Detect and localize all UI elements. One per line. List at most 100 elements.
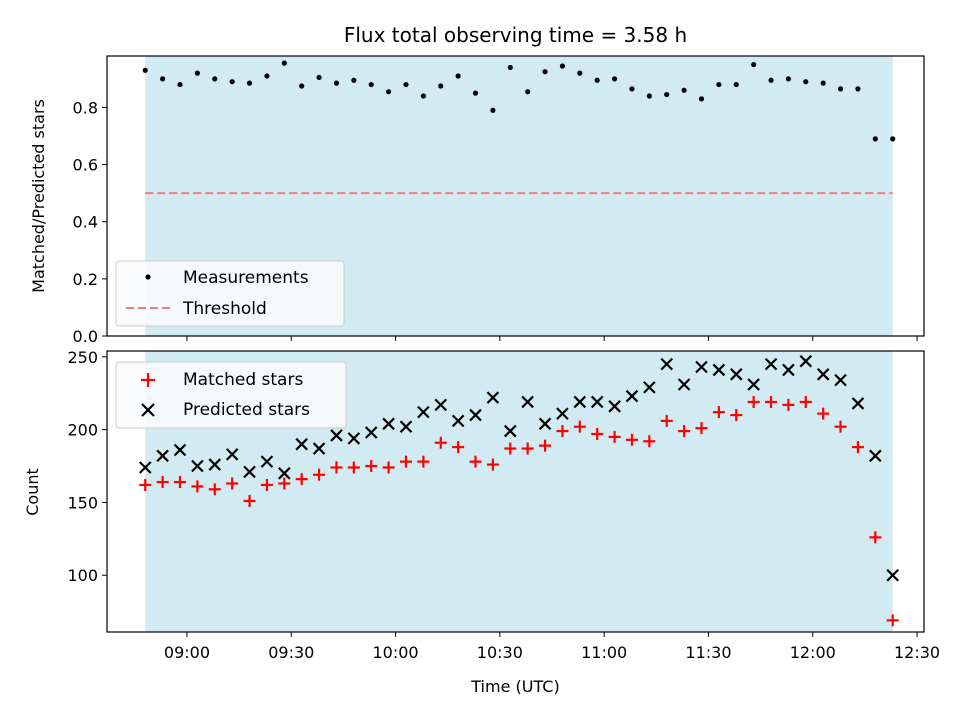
matched-star-point <box>556 425 569 438</box>
measurement-point <box>368 81 374 88</box>
chart-title: Flux total observing time = 3.58 h <box>344 23 687 47</box>
matched-star-point <box>730 409 743 422</box>
matched-star-point <box>851 441 864 454</box>
predicted-star-point <box>643 381 656 394</box>
measurement-point <box>577 70 583 76</box>
x-tick-label: 10:30 <box>477 643 523 662</box>
predicted-star-point <box>208 458 222 471</box>
measurement-point <box>542 69 548 75</box>
predicted-star-point <box>138 461 152 474</box>
predicted-star-point <box>278 467 291 480</box>
measurement-point <box>559 63 566 69</box>
measurement-point <box>872 136 878 142</box>
measurement-point <box>594 77 600 83</box>
matched-star-point <box>191 480 204 493</box>
predicted-star-point <box>556 407 569 420</box>
matched-star-point <box>573 420 586 433</box>
bottom-y-axis-label: Count <box>23 468 42 516</box>
predicted-star-point <box>538 417 552 431</box>
measurement-point <box>733 81 739 88</box>
measurement-point <box>212 76 218 82</box>
bottom-legend: Matched stars Predicted stars <box>115 361 347 429</box>
top-plot-frame <box>106 55 925 337</box>
legend-threshold-label: Threshold <box>182 299 267 319</box>
x-axis-label: Time (UTC) <box>470 677 559 696</box>
legend-matched-marker <box>141 373 155 387</box>
top-x-ticks <box>186 336 918 341</box>
legend-predicted-label: Predicted stars <box>183 400 310 420</box>
x-tick-label: 09:30 <box>268 643 314 662</box>
predicted-star-point <box>677 378 691 391</box>
predicted-star-point <box>747 378 760 391</box>
top-y-axis-label: Matched/Predicted stars <box>29 99 48 293</box>
top-y-ticks: 0.0 0.2 0.4 0.6 0.8 <box>73 98 107 346</box>
predicted-star-point <box>417 405 430 419</box>
measurement-point <box>229 79 235 85</box>
measurement-point <box>333 80 340 86</box>
measurement-point <box>160 76 166 82</box>
top-legend-box <box>115 260 345 327</box>
measurement-point <box>281 60 287 66</box>
predicted-star-point <box>364 426 378 439</box>
measurement-point <box>194 70 200 76</box>
measurement-point <box>438 83 444 89</box>
predicted-star-point <box>382 417 395 431</box>
measurement-point <box>855 86 861 92</box>
bottom-matched-points <box>139 395 899 627</box>
measurement-point <box>611 76 618 82</box>
measurement-point <box>403 81 409 88</box>
x-tick-label: 12:30 <box>894 643 940 662</box>
predicted-star-point <box>573 395 587 409</box>
predicted-star-point <box>260 455 274 468</box>
matched-star-point <box>834 420 847 433</box>
predicted-star-point <box>869 449 882 463</box>
bottom-y-tick-label: 150 <box>67 493 98 512</box>
matched-star-point <box>260 478 273 491</box>
bottom-x-ticks: 09:00 09:30 10:00 10:30 11:00 11:30 12:00 12:30 <box>164 632 940 662</box>
measurement-point <box>646 93 652 99</box>
predicted-star-point <box>521 395 534 409</box>
matched-star-point <box>174 476 187 489</box>
matched-star-point <box>608 430 621 443</box>
matched-star-point <box>539 439 552 452</box>
matched-star-point <box>504 442 517 455</box>
x-tick-label: 10:00 <box>373 643 419 662</box>
predicted-star-point <box>434 398 448 412</box>
legend-measurements-marker <box>145 274 151 280</box>
predicted-star-point <box>660 357 674 371</box>
predicted-star-point <box>712 363 726 377</box>
bottom-legend-box <box>115 361 347 429</box>
predicted-star-point <box>504 424 517 438</box>
matched-star-point <box>226 477 239 490</box>
top-y-tick-label: 0.6 <box>73 156 98 175</box>
bottom-predicted-points <box>138 354 899 582</box>
matched-star-point <box>417 455 430 468</box>
predicted-star-point <box>156 449 169 463</box>
matched-star-point <box>208 483 221 496</box>
measurement-point <box>890 136 896 142</box>
matched-star-point <box>765 395 778 408</box>
predicted-star-point <box>886 568 899 582</box>
top-legend: Measurements Threshold <box>115 260 345 327</box>
measurement-point <box>264 73 270 79</box>
matched-star-point <box>330 461 343 474</box>
matched-star-point <box>278 477 291 490</box>
predicted-star-point <box>590 395 604 409</box>
predicted-star-point <box>851 397 865 410</box>
predicted-star-point <box>191 459 204 473</box>
measurement-point <box>785 76 792 82</box>
predicted-star-point <box>486 391 500 404</box>
matched-star-point <box>712 406 725 419</box>
measurement-point <box>246 80 253 86</box>
measurement-point <box>664 91 670 98</box>
measurement-point <box>472 90 479 96</box>
measurement-point <box>803 79 809 85</box>
predicted-star-point <box>729 368 743 381</box>
matched-star-point <box>747 395 760 408</box>
predicted-star-point <box>834 373 847 387</box>
measurement-point <box>837 86 844 92</box>
matched-star-point <box>452 441 465 454</box>
predicted-star-point <box>312 442 326 455</box>
matched-star-point <box>678 425 691 438</box>
